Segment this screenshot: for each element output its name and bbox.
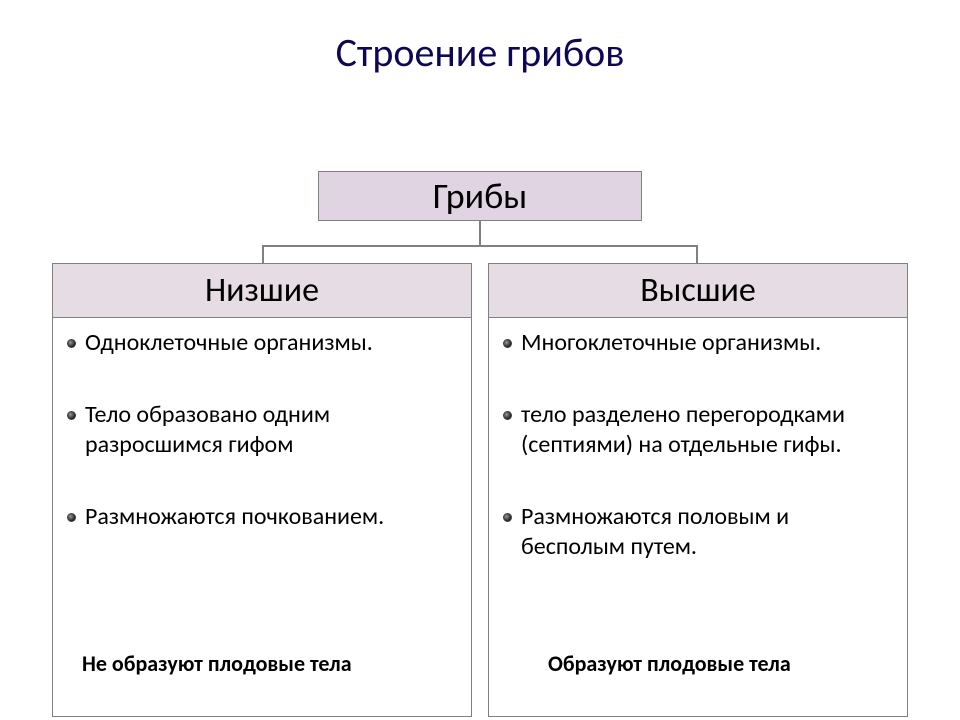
list-item: тело разделено перегородками (септиями) … [501,400,895,460]
list-item-text: Размножаются почкованием. [85,502,384,532]
list-item-text: Одноклеточные организмы. [85,328,373,358]
connector-left-down [262,245,264,263]
bullet-icon [67,411,76,420]
list-item-text: Многоклеточные организмы. [521,328,821,358]
bullet-icon [503,411,512,420]
list-item: Размножаются половым и бесполым путем. [501,502,895,562]
list-item: Многоклеточные организмы. [501,328,895,358]
bullet-icon [67,339,76,348]
list-item-text: тело разделено перегородками (септиями) … [521,400,895,460]
connector-root-down [479,221,481,245]
bullet-icon [503,513,512,522]
list-item-text: Тело образовано одним разросшимся гифом [85,400,459,460]
column-right-header: Высшие [489,264,907,318]
list-item-text: Размножаются половым и бесполым путем. [521,502,895,562]
column-left: Низшие Одноклеточные организмы. Тело обр… [52,263,472,717]
list-item: Тело образовано одним разросшимся гифом [65,400,459,460]
column-right: Высшие Многоклеточные организмы. тело ра… [488,263,908,717]
list-item: Одноклеточные организмы. [65,328,459,358]
footer-right-text: Образуют плодовые тела [548,650,791,677]
footer-left-text: Не образуют плодовые тела [82,650,352,677]
bullet-icon [503,339,512,348]
column-left-header: Низшие [53,264,471,318]
list-item: Размножаются почкованием. [65,502,459,532]
connector-right-down [696,245,698,263]
bullet-icon [67,513,76,522]
connector-horizontal [262,245,698,247]
root-node: Грибы [318,171,642,221]
page-title: Строение грибов [0,0,960,87]
